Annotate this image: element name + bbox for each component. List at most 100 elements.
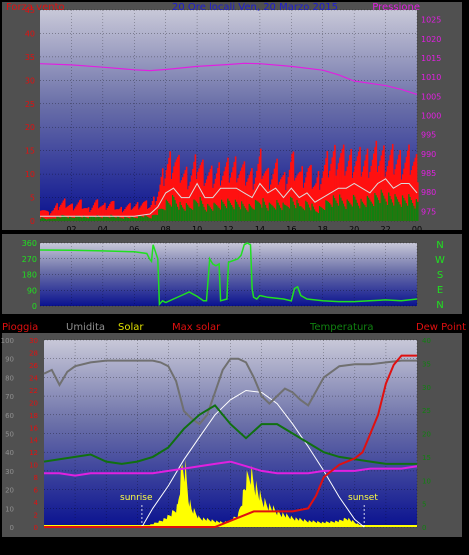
wind-gust-bar xyxy=(115,209,117,221)
wind-gust-bar xyxy=(169,151,171,221)
wind-gust-bar xyxy=(97,208,100,221)
wind-gust-bar xyxy=(296,175,298,221)
wind-gust-bar xyxy=(101,205,104,221)
wind-gust-bar xyxy=(310,164,312,221)
wind-avg-bar xyxy=(368,197,370,221)
wind-gust-bar xyxy=(229,177,232,221)
wind-avg-bar xyxy=(192,209,194,221)
wind-gust-bar xyxy=(164,178,166,221)
wind-gust-bar xyxy=(177,157,179,221)
wind-avg-bar xyxy=(41,217,43,221)
pressure-tick-label: 980 xyxy=(421,188,436,197)
wind-gust-bar xyxy=(131,208,134,221)
humidity-tick-label: 100 xyxy=(1,337,14,345)
wind-gust-bar xyxy=(209,168,212,221)
wind-avg-bar xyxy=(326,200,329,221)
wind-tick-label: 5 xyxy=(30,194,35,203)
wind-gust-bar xyxy=(365,154,368,221)
time-tick-label: 08 xyxy=(163,539,173,548)
wind-avg-bar xyxy=(145,215,148,221)
compass-label: N xyxy=(436,300,443,311)
wind-avg-bar xyxy=(408,194,410,221)
wind-avg-bar xyxy=(232,207,234,221)
wind-gust-bar xyxy=(73,208,76,221)
wind-avg-bar xyxy=(57,216,60,221)
pressure-tick-label: 985 xyxy=(421,169,436,178)
pressure-tick-label: 1020 xyxy=(421,35,441,44)
wind-avg-bar xyxy=(173,196,175,221)
wind-avg-bar xyxy=(77,215,80,221)
wind-gust-bar xyxy=(414,157,417,221)
wind-avg-bar xyxy=(241,201,243,221)
pressure-tick-label: 1010 xyxy=(421,73,441,82)
temperature-label: Temperatura xyxy=(309,322,374,333)
humidity-tick-label: 60 xyxy=(5,412,14,420)
wind-gust-bar xyxy=(286,183,288,221)
wind-gust-bar xyxy=(241,167,243,221)
temperature-tick-label: 15 xyxy=(422,454,431,462)
wind-avg-bar xyxy=(222,201,224,221)
wind-gust-bar xyxy=(251,168,253,221)
wind-gust-bar xyxy=(339,157,341,221)
wind-gust-bar xyxy=(61,202,63,221)
time-tick-label: sunrise xyxy=(123,539,152,548)
wind-gust-bar xyxy=(355,161,357,221)
wind-avg-bar xyxy=(389,196,391,221)
wind-gust-bar xyxy=(261,178,263,221)
wind-gust-bar xyxy=(366,148,369,221)
wind-avg-bar xyxy=(300,206,302,221)
wind-gust-bar xyxy=(143,202,145,221)
wind-gust-bar xyxy=(272,174,275,221)
wind-gust-bar xyxy=(71,203,73,221)
wind-gust-bar xyxy=(264,171,267,221)
wind-avg-bar xyxy=(148,217,150,221)
wind-avg-bar xyxy=(383,195,385,221)
wind-gust-bar xyxy=(119,208,121,221)
wind-avg-bar xyxy=(287,207,290,221)
compass-label: S xyxy=(437,270,443,281)
wind-gust-bar xyxy=(218,162,220,221)
panel3-axes: 0102030405060708090100024681012141618202… xyxy=(1,337,431,548)
wind-gust-bar xyxy=(163,186,165,221)
wind-avg-bar xyxy=(120,217,122,221)
wind-avg-bar xyxy=(363,203,365,221)
wind-avg-bar xyxy=(146,216,149,221)
wind-avg-bar xyxy=(130,216,133,221)
wind-avg-bar xyxy=(139,215,141,221)
wind-avg-bar xyxy=(396,199,399,221)
pressure-tick-label: 1000 xyxy=(421,112,441,121)
wind-avg-bar xyxy=(242,203,244,221)
wind-avg-bar xyxy=(352,194,355,221)
wind-avg-bar xyxy=(415,199,418,221)
wind-avg-bar xyxy=(119,217,121,221)
wind-avg-bar xyxy=(140,216,143,221)
wind-gust-bar xyxy=(253,183,256,221)
wind-gust-bar xyxy=(133,207,135,221)
wind-gust-bar xyxy=(252,189,254,221)
wind-gust-bar xyxy=(192,168,194,221)
wind-avg-bar xyxy=(177,206,179,221)
wind-avg-bar xyxy=(400,206,403,221)
wind-gust-bar xyxy=(301,166,303,221)
wind-gust-bar xyxy=(75,206,77,221)
wind-avg-bar xyxy=(410,200,413,221)
wind-gust-bar xyxy=(125,207,128,221)
sunset-annotation: sunset xyxy=(348,493,378,503)
wind-gust-bar xyxy=(135,204,138,221)
wind-avg-bar xyxy=(129,218,131,221)
wind-gust-bar xyxy=(327,177,330,221)
wind-avg-bar xyxy=(413,205,415,221)
wind-avg-bar xyxy=(210,209,213,221)
humidity-tick-label: 90 xyxy=(5,356,14,364)
wind-avg-bar xyxy=(160,208,163,221)
wind-gust-bar xyxy=(270,184,272,221)
wind-avg-bar xyxy=(281,210,283,221)
wind-gust-bar xyxy=(87,207,90,221)
wind-gust-bar xyxy=(331,157,334,221)
wind-avg-bar xyxy=(267,210,270,221)
wind-avg-bar xyxy=(197,203,199,221)
wind-gust-bar xyxy=(403,168,405,221)
wind-gust-bar xyxy=(100,206,102,221)
wind-gust-bar xyxy=(102,204,105,221)
wind-avg-bar xyxy=(208,205,210,221)
